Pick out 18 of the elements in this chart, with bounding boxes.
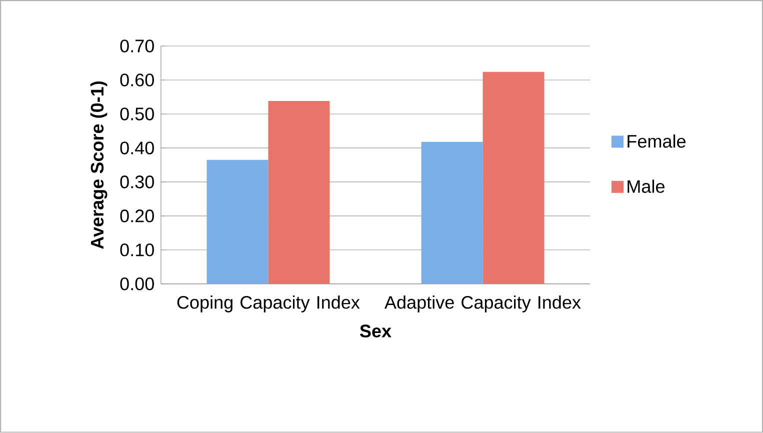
y-tick-label: 0.50 bbox=[120, 108, 154, 120]
x-tick-label: Coping Capacity Index bbox=[177, 296, 360, 312]
y-tick-label: 0.00 bbox=[120, 278, 154, 290]
legend-label: Male bbox=[628, 180, 664, 193]
y-axis-title: Average Score (0-1) bbox=[90, 82, 108, 250]
bar bbox=[421, 142, 483, 284]
legend-label: Female bbox=[628, 134, 686, 148]
bar bbox=[268, 101, 330, 284]
y-tick-label: 0.20 bbox=[120, 210, 154, 222]
x-tick-label: Adaptive Capacity Index bbox=[384, 296, 581, 312]
y-tick-label: 0.40 bbox=[120, 142, 154, 154]
y-tick-label: 0.30 bbox=[120, 176, 154, 188]
bar bbox=[482, 72, 544, 284]
y-tick-label: 0.10 bbox=[120, 244, 154, 256]
x-axis-title: Sex bbox=[360, 324, 392, 338]
y-tick-label: 0.60 bbox=[120, 74, 154, 86]
bar bbox=[206, 160, 268, 284]
y-tick-label: 0.70 bbox=[120, 40, 154, 52]
